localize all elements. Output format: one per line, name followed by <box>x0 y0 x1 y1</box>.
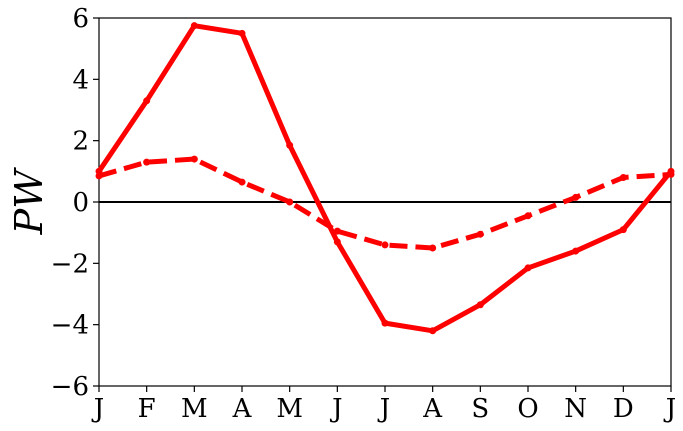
series-dashed-point <box>667 170 675 178</box>
x-tick-label: M <box>181 394 208 424</box>
y-tick-label: 4 <box>72 65 89 95</box>
x-tick-label: J <box>663 394 676 424</box>
x-tick-label: M <box>276 394 303 424</box>
x-tick-label: J <box>377 394 390 424</box>
series-solid-point <box>572 247 580 255</box>
series-line-dashed <box>98 156 672 251</box>
y-tick-label: 6 <box>72 4 89 34</box>
series-dashed-point <box>381 241 389 249</box>
y-axis-ticks: −6 −4 −2 0 2 4 6 <box>51 4 99 402</box>
series-dashed-point <box>524 212 532 220</box>
series-solid-point <box>143 97 151 105</box>
series-dashed-point <box>333 227 341 235</box>
y-tick-label: −6 <box>51 372 89 402</box>
series-solid-point <box>476 301 484 309</box>
series-dashed-point <box>143 158 151 166</box>
x-tick-label: J <box>91 394 104 424</box>
series-dashed-point <box>286 198 294 206</box>
x-tick-label: O <box>517 394 538 424</box>
x-tick-label: S <box>471 394 489 424</box>
y-tick-label: −2 <box>51 249 89 279</box>
series-solid-point <box>238 29 246 37</box>
x-tick-label: N <box>564 394 587 424</box>
series-dashed-point <box>238 178 246 186</box>
series-solid-point <box>619 226 627 234</box>
series-dashed-point <box>190 155 198 163</box>
series-dashed-point <box>619 173 627 181</box>
x-tick-label: F <box>138 394 156 424</box>
y-tick-label: 2 <box>72 127 89 157</box>
series-solid-point <box>429 327 437 335</box>
y-tick-label: 0 <box>72 188 89 218</box>
y-axis-label: PW <box>7 167 51 236</box>
series-dashed-point <box>572 193 580 201</box>
x-tick-label: A <box>422 394 443 424</box>
series-dashed-point <box>95 172 103 180</box>
series-solid-point <box>190 22 198 30</box>
series-dashed-point <box>429 244 437 252</box>
series-solid-point <box>381 319 389 327</box>
x-tick-label: J <box>329 394 342 424</box>
series-line-solid <box>96 23 673 334</box>
series-solid-point <box>333 238 341 246</box>
series-dashed-point <box>476 230 484 238</box>
series-layer <box>95 22 675 335</box>
series-solid-point <box>286 141 294 149</box>
series-solid-point <box>524 264 532 272</box>
x-tick-label: A <box>232 394 253 424</box>
x-tick-label: D <box>613 394 634 424</box>
y-tick-label: −4 <box>51 311 89 341</box>
